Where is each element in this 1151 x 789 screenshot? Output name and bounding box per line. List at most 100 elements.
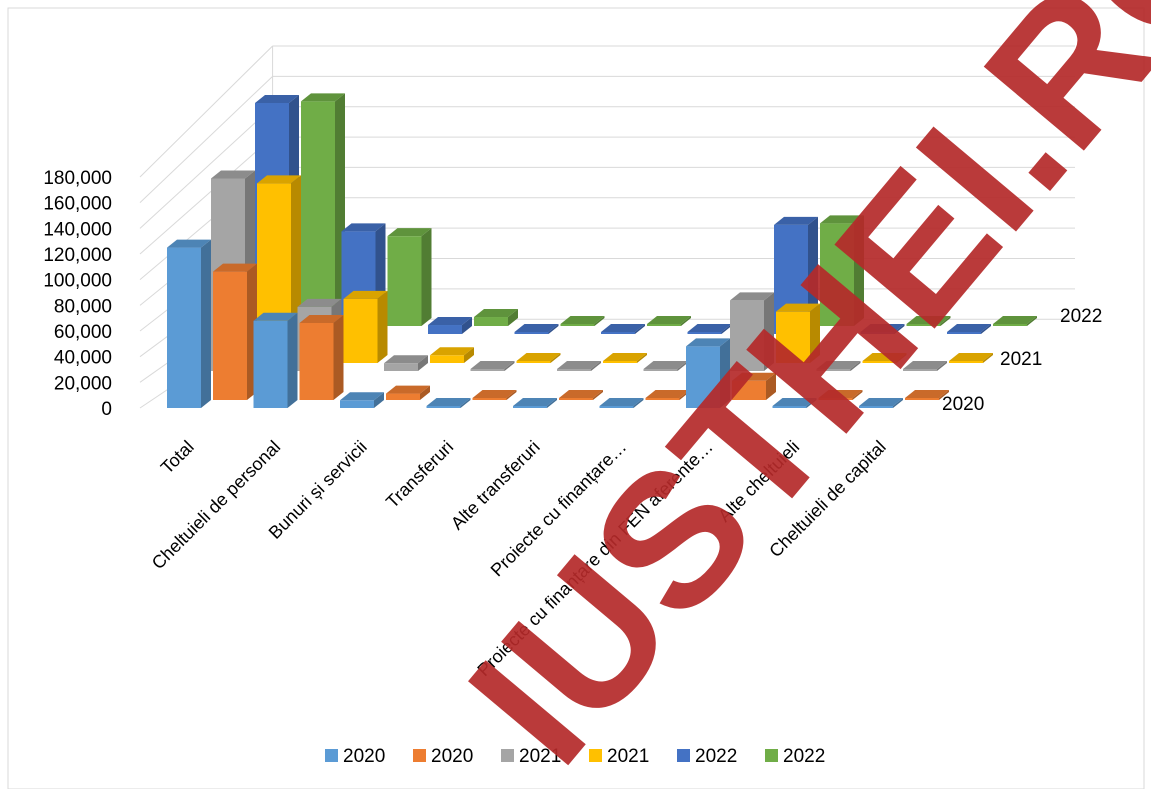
bar-2020 [559,390,603,400]
y-tick-label: 180,000 [43,168,112,189]
bar-2022 [647,316,691,326]
bar-front [860,332,895,334]
plot-area [167,93,1037,408]
legend-label: 2022 [695,746,737,767]
bar-2021 [949,353,993,363]
bar-side [548,324,559,334]
bar-side [939,390,949,400]
bar-top [949,353,993,361]
bar-front [816,369,851,371]
bar-side [377,290,388,363]
bar-front [643,369,678,371]
bar-2020 [599,398,644,408]
bar-2020 [686,338,730,408]
y-tick-label: 120,000 [43,245,112,266]
bar-top [862,353,907,361]
legend: 2020 2020 2021 2021 2022 2022 [325,746,825,767]
bar-2022 [860,324,905,334]
bar-top [301,93,345,102]
bar-front [776,311,810,363]
bar-top [687,324,732,332]
bar-front [601,332,635,334]
bar-front [947,332,981,334]
bar-2022 [560,316,605,326]
bar-front [426,406,461,408]
bar-top [993,316,1037,324]
bar-top [213,263,257,272]
bar-front [384,363,418,371]
legend-label: 2022 [783,746,825,767]
bar-top [820,215,864,224]
bar-front [906,324,941,326]
bar-top [255,95,299,103]
bar-side [854,215,864,326]
bar-2021 [730,292,774,371]
bar-2020 [253,312,298,408]
bar-front [687,332,722,334]
bar-front [428,325,462,334]
bar-side [983,353,993,363]
bar-side [766,372,776,400]
gridline-side [139,136,273,255]
y-tick-label: 160,000 [43,194,112,215]
bar-2021 [603,353,647,363]
bar-2021 [343,290,388,363]
bar-front [772,406,807,408]
bar-2022 [474,309,518,326]
bar-top [647,316,691,324]
y-tick-label: 20,000 [54,373,112,394]
bar-top [859,398,903,406]
bar-top [474,309,518,318]
bar-side [594,316,605,326]
bar-2021 [516,353,561,363]
bar-front [343,298,378,363]
legend-item: 2020 [413,746,473,767]
depth-label: 2020 [942,394,984,415]
bar-side [637,353,647,363]
y-axis: 0 20,000 40,000 60,000 80,000 100,000 120,000 1… [43,168,112,420]
bar-top [253,312,298,321]
bar-side [721,324,732,334]
bar-side [937,361,947,371]
legend-swatch [589,749,602,762]
bar-top [905,390,949,398]
bar-top [297,298,342,307]
bar-front [599,406,634,408]
bar-front [559,398,593,400]
bar-2022 [428,317,472,334]
bar-front [474,317,508,326]
bar-top [341,223,386,232]
bar-side [1027,316,1037,326]
bar-2022 [601,324,645,334]
bar-side [894,324,905,334]
bar-top [686,338,730,347]
bar-side [504,361,515,371]
bar-front [647,324,681,326]
y-tick-label: 60,000 [54,322,112,343]
bar-side [547,398,557,408]
y-tick-label: 40,000 [54,348,112,369]
legend-label: 2020 [343,746,385,767]
bar-front [299,323,334,400]
bar-2021 [903,361,947,371]
bar-side [593,390,603,400]
bar-2022 [514,324,559,334]
bar-front [301,101,335,327]
bar-2020 [732,372,776,400]
bar-side [421,228,432,326]
legend-swatch [413,749,426,762]
bar-front [557,369,591,371]
bar-top [557,361,601,369]
bar-side [893,398,903,408]
legend-label: 2021 [607,746,649,767]
bar-top [514,324,559,332]
bar-front [470,369,505,371]
bar-top [818,390,863,398]
gridline-side [139,45,273,178]
bar-side [810,303,820,363]
y-tick-label: 100,000 [43,271,112,292]
bar-top [513,398,557,406]
bar-front [993,324,1027,326]
bar-top [516,353,561,361]
bar-2021 [776,303,820,363]
